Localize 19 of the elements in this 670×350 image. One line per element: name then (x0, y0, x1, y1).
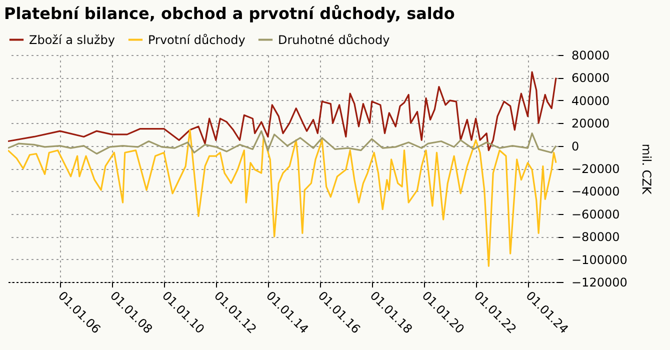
y-tick-label: 0 (572, 139, 580, 154)
y-tick-label: −100000 (572, 252, 628, 267)
y-tick-label: 60000 (572, 71, 610, 86)
y-tick-label: −40000 (572, 184, 620, 199)
y-axis-title: mil. CZK (639, 144, 654, 196)
y-tick-label: −80000 (572, 230, 620, 244)
line-series (8, 71, 557, 152)
y-tick-label: −60000 (572, 207, 620, 222)
y-tick-label: −120000 (572, 276, 628, 290)
legend-label: Druhotné důchody (278, 32, 390, 47)
line-series (8, 130, 557, 155)
legend-label: Prvotní důchody (148, 32, 246, 47)
y-tick-label: 80000 (572, 48, 610, 62)
line-series (8, 129, 557, 267)
legend-label: Zboží a služby (29, 32, 116, 47)
chart-title: Platební bilance, obchod a prvotní důchody, saldo (4, 4, 455, 23)
y-tick-label: 40000 (572, 94, 610, 108)
y-tick-label: −20000 (572, 162, 620, 176)
y-tick-label: 20000 (572, 116, 610, 131)
